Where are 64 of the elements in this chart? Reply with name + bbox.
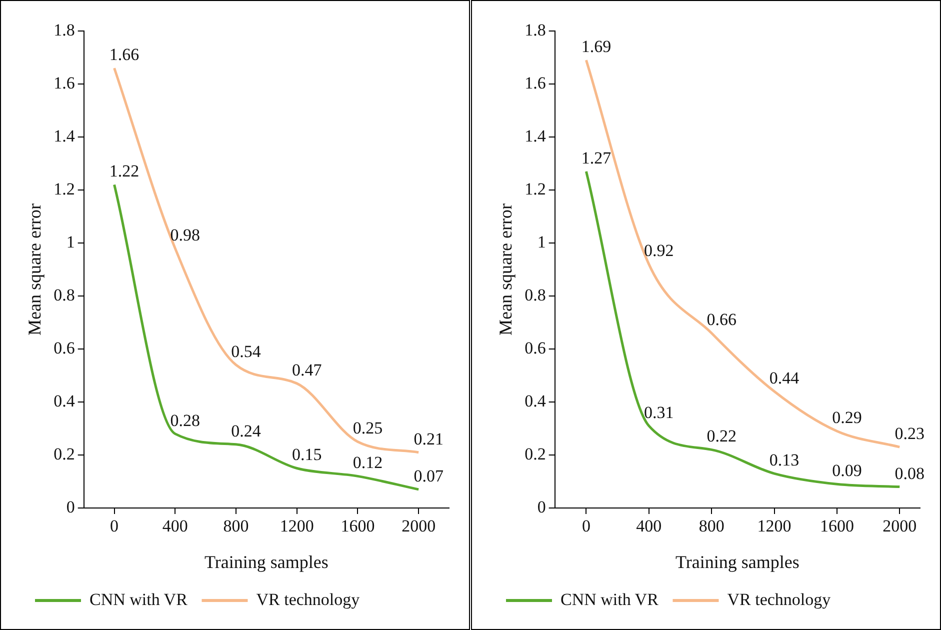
y-tick-label: 1.6 — [54, 73, 75, 92]
legend-label: VR technology — [256, 590, 360, 609]
y-tick-label: 0.8 — [524, 285, 546, 304]
x-tick-label: 1200 — [757, 516, 792, 536]
x-tick-label: 0 — [110, 516, 119, 536]
data-label: 0.92 — [644, 241, 674, 260]
y-tick-label: 0.6 — [524, 338, 546, 358]
data-label: 0.22 — [706, 426, 736, 446]
y-axis-title: Mean square error — [496, 204, 516, 336]
y-tick-label: 1.4 — [54, 126, 76, 146]
y-axis-title: Mean square error — [24, 204, 45, 336]
y-tick-label: 0.8 — [54, 285, 75, 304]
data-label: 0.47 — [292, 360, 322, 380]
y-tick-label: 1.2 — [524, 179, 546, 198]
x-tick-label: 1600 — [820, 516, 854, 536]
x-tick-label: 800 — [223, 516, 249, 536]
y-tick-label: 0 — [66, 497, 75, 516]
x-tick-label: 400 — [636, 516, 662, 536]
data-label: 0.21 — [414, 429, 444, 448]
legend-label: VR technology — [727, 590, 832, 609]
data-label: 0.28 — [170, 410, 200, 430]
data-label: 1.22 — [109, 162, 140, 181]
y-tick-label: 0.2 — [54, 444, 75, 464]
x-axis-title: Training samples — [676, 552, 800, 572]
data-label: 1.27 — [581, 148, 612, 168]
data-label: 0.44 — [769, 368, 800, 388]
data-label: 0.08 — [894, 464, 924, 483]
data-label: 0.98 — [170, 225, 200, 244]
data-label: 0.25 — [352, 418, 383, 438]
y-tick-label: 0.4 — [54, 391, 76, 410]
x-tick-label: 1600 — [340, 516, 375, 536]
x-tick-label: 2000 — [402, 516, 436, 536]
data-label: 1.66 — [109, 45, 140, 64]
legend-label: CNN with VR — [90, 590, 188, 609]
y-tick-label: 1.8 — [54, 20, 75, 40]
data-label: 0.54 — [231, 342, 262, 361]
legend-label: CNN with VR — [560, 590, 660, 609]
y-tick-label: 1.6 — [524, 73, 546, 92]
x-tick-label: 400 — [162, 516, 188, 536]
data-label: 0.29 — [832, 408, 862, 428]
data-label: 0.09 — [832, 461, 862, 480]
data-label: 0.31 — [644, 402, 674, 422]
data-label: 0.66 — [706, 310, 736, 330]
y-tick-label: 0.6 — [54, 338, 75, 358]
data-label: 1.69 — [581, 37, 612, 56]
y-tick-label: 1 — [66, 232, 75, 252]
y-tick-label: 1.2 — [54, 179, 75, 198]
x-tick-label: 0 — [582, 516, 590, 536]
y-tick-label: 1 — [537, 232, 546, 252]
data-label: 0.23 — [894, 424, 924, 444]
y-tick-label: 1.4 — [524, 126, 546, 146]
x-tick-label: 800 — [698, 516, 724, 536]
y-tick-label: 0 — [537, 497, 546, 516]
y-tick-label: 1.8 — [524, 20, 546, 40]
y-tick-label: 0.4 — [524, 391, 546, 410]
x-axis-title: Training samples — [204, 552, 328, 572]
y-tick-label: 0.2 — [524, 444, 546, 464]
data-label: 0.12 — [352, 453, 383, 472]
data-label: 0.24 — [231, 421, 262, 440]
data-label: 0.07 — [414, 466, 444, 486]
data-label: 0.15 — [292, 445, 322, 464]
x-tick-label: 1200 — [280, 516, 314, 536]
data-label: 0.13 — [769, 450, 800, 470]
x-tick-label: 2000 — [882, 516, 917, 536]
